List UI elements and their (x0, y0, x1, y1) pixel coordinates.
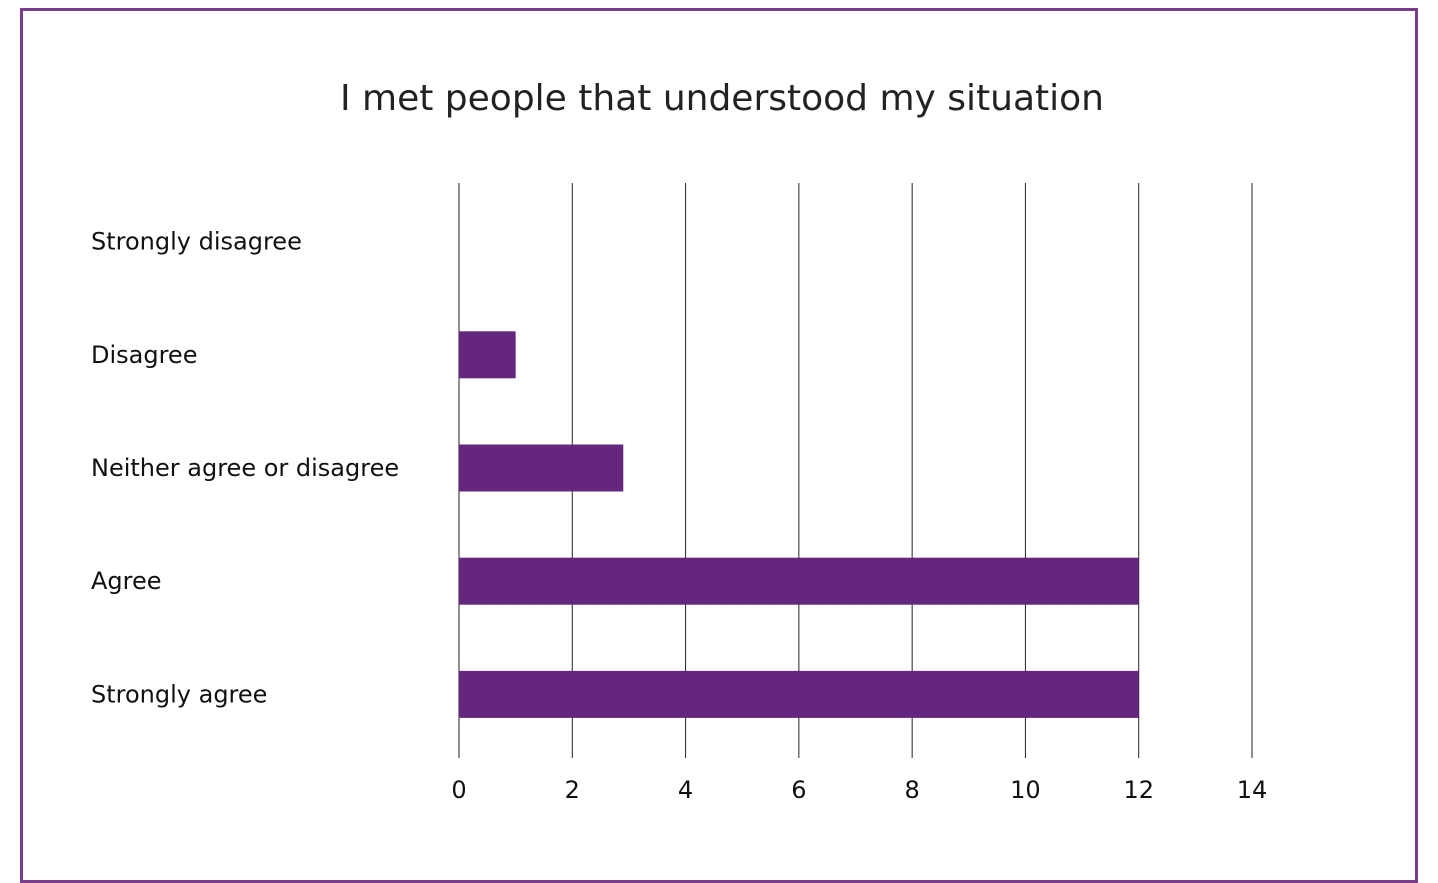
chart-frame (20, 8, 1418, 883)
category-labels: Strongly disagree Disagree Neither agree o… (91, 228, 399, 709)
category-label-disagree: Disagree (91, 341, 197, 369)
gridlines (458, 183, 1253, 758)
x-tick-label-4: 4 (678, 776, 693, 804)
bars (459, 331, 1139, 718)
x-tick-label-0: 0 (451, 776, 466, 804)
category-label-agree: Agree (91, 567, 162, 595)
bar-agree (459, 557, 1139, 605)
x-tick-label-6: 6 (791, 776, 806, 804)
x-tick-label-14: 14 (1237, 776, 1268, 804)
chart-title: I met people that understood my situatio… (340, 78, 1104, 119)
category-label-strongly-disagree: Strongly disagree (91, 228, 302, 256)
chart: I met people that understood my situatio… (91, 78, 1267, 804)
bar-disagree (459, 331, 516, 379)
category-label-strongly-agree: Strongly agree (91, 680, 267, 708)
x-tick-label-2: 2 (565, 776, 580, 804)
category-label-neither-agree-or-disagree: Neither agree or disagree (91, 454, 399, 482)
x-tick-label-10: 10 (1010, 776, 1041, 804)
bar-strongly-agree (459, 670, 1139, 718)
x-tick-labels: 0 2 4 6 8 10 12 14 (451, 776, 1267, 804)
x-tick-label-8: 8 (905, 776, 920, 804)
x-tick-label-12: 12 (1123, 776, 1154, 804)
bar-neither-agree-or-disagree (459, 444, 624, 492)
